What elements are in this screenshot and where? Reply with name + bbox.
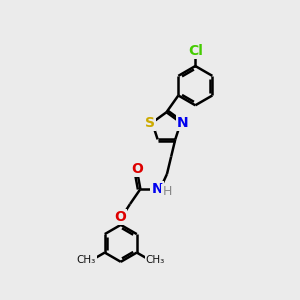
Text: Cl: Cl [188,44,203,58]
Text: CH₃: CH₃ [76,255,96,265]
Text: CH₃: CH₃ [146,255,165,265]
Text: O: O [114,210,126,224]
Text: N: N [177,116,188,130]
Text: N: N [152,182,163,196]
Text: H: H [162,185,172,198]
Text: O: O [132,162,144,176]
Text: S: S [145,116,155,130]
